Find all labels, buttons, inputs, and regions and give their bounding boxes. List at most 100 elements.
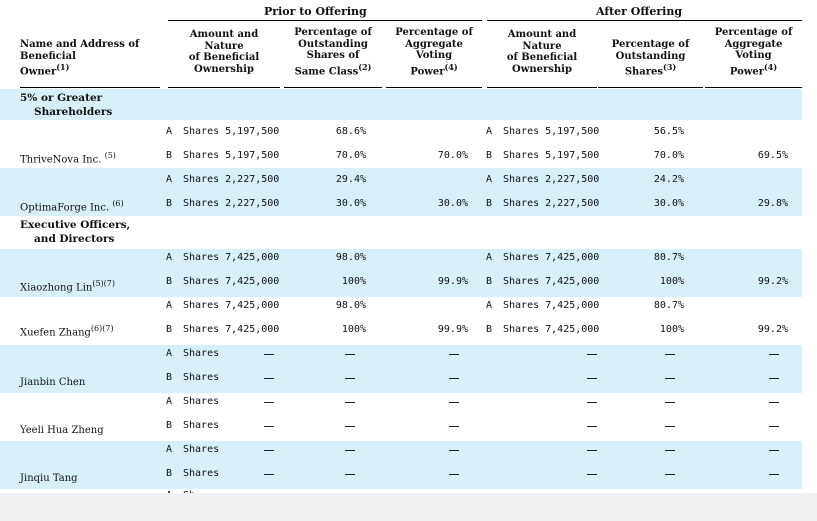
after-shares: Shares 2,227,500	[503, 198, 600, 209]
class-label: B	[166, 468, 173, 479]
dash-mark	[449, 354, 459, 355]
prior-pct: 29.4%	[335, 174, 366, 185]
prior-pct: 30.0%	[335, 198, 366, 209]
table-body: 5% or Greater Shareholders A Shares 5,19…	[0, 89, 802, 493]
prior-shares: Shares	[183, 444, 220, 455]
section-row: Executive Officers, and Directors	[0, 216, 802, 249]
class-label: A	[486, 300, 493, 311]
class-label: A	[166, 396, 173, 407]
class-label: B	[486, 324, 493, 335]
holder-row: A Shares Jianbin Chen B Shares	[0, 345, 802, 393]
dash-mark	[587, 354, 597, 355]
holder-name: ThriveNova Inc. (5)	[20, 151, 116, 166]
after-shares: Shares 7,425,000	[503, 300, 600, 311]
dash-mark	[449, 450, 459, 451]
prior-vote: 30.0%	[437, 198, 468, 209]
dash-mark	[587, 402, 597, 403]
holder-row: A Shares 7,425,000 98.0% A Shares 7,425,…	[0, 297, 802, 345]
class-label: B	[166, 420, 173, 431]
after-pct-voting-header: Percentage of Aggregate Voting Power(4)	[714, 27, 793, 77]
after-vote: 29.8%	[757, 198, 788, 209]
dash-mark	[665, 354, 675, 355]
holder-row: A Shares 5,197,500 68.6% A Shares 5,197,…	[0, 120, 802, 168]
holder-name: Yeeli Hua Zheng	[20, 425, 104, 436]
dash-mark	[769, 402, 779, 403]
dash-mark	[587, 450, 597, 451]
prior-shares: Sh	[183, 490, 195, 493]
dash-mark	[769, 378, 779, 379]
dash-mark	[587, 378, 597, 379]
dash-mark	[587, 474, 597, 475]
prior-pct: 100%	[341, 324, 366, 335]
dash-mark	[345, 474, 355, 475]
after-shares: Shares 2,227,500	[503, 174, 600, 185]
holder-row: A Shares Yeeli Hua Zheng B Shares	[0, 393, 802, 441]
dash-mark	[264, 354, 274, 355]
prior-shares: Shares	[183, 372, 220, 383]
after-pct-outstanding-rule	[598, 87, 703, 88]
class-label: B	[166, 372, 173, 383]
after-offering-rule	[487, 20, 802, 21]
prior-pct-voting-rule	[386, 87, 482, 88]
class-label: A	[166, 174, 173, 185]
after-shares: Shares 7,425,000	[503, 324, 600, 335]
dash-mark	[345, 450, 355, 451]
holder-name: Xuefen Zhang(6)(7)	[20, 324, 114, 339]
prior-pct: 68.6%	[335, 126, 366, 137]
after-vote: 99.2%	[757, 276, 788, 287]
prior-shares: Shares 2,227,500	[183, 198, 280, 209]
class-label: A	[166, 444, 173, 455]
prior-pct: 100%	[341, 276, 366, 287]
dash-mark	[769, 354, 779, 355]
dash-mark	[665, 450, 675, 451]
dash-mark	[264, 378, 274, 379]
holder-name: Jianbin Chen	[20, 377, 86, 388]
dash-mark	[345, 354, 355, 355]
name-header-rule	[20, 87, 160, 88]
class-label: A	[486, 126, 493, 137]
prior-shares: Shares 7,425,000	[183, 252, 280, 263]
after-pct-outstanding-header: Percentage of Outstanding Shares(3)	[611, 39, 690, 78]
after-pct: 80.7%	[653, 300, 684, 311]
after-shares: Shares 5,197,500	[503, 150, 600, 161]
dash-mark	[769, 474, 779, 475]
section-heading: Executive Officers, and Directors	[20, 219, 131, 245]
after-pct: 30.0%	[653, 198, 684, 209]
dash-mark	[345, 426, 355, 427]
name-column-header: Name and Address of Beneficial Owner(1)	[20, 39, 140, 78]
prior-shares: Shares	[183, 396, 220, 407]
prior-shares: Shares 5,197,500	[183, 150, 280, 161]
prior-offering-rule	[168, 20, 482, 21]
dash-mark	[449, 402, 459, 403]
prior-pct: 70.0%	[335, 150, 366, 161]
holder-row: A Shares 2,227,500 29.4% A Shares 2,227,…	[0, 168, 802, 216]
class-label: A	[486, 252, 493, 263]
after-vote: 69.5%	[757, 150, 788, 161]
after-shares: Shares 5,197,500	[503, 126, 600, 137]
after-pct-voting-rule	[705, 87, 802, 88]
after-vote: 99.2%	[757, 324, 788, 335]
dash-mark	[345, 378, 355, 379]
class-label: A	[166, 348, 173, 359]
after-shares: Shares 7,425,000	[503, 276, 600, 287]
prior-vote: 70.0%	[437, 150, 468, 161]
prior-shares: Shares	[183, 468, 220, 479]
holder-row: A Shares Jinqiu Tang B Shares	[0, 441, 802, 489]
section-row: 5% or Greater Shareholders	[0, 89, 802, 120]
class-label: B	[166, 150, 173, 161]
dash-mark	[665, 426, 675, 427]
class-label: B	[166, 324, 173, 335]
prior-amount-rule	[168, 87, 280, 88]
prior-vote: 99.9%	[437, 324, 468, 335]
dash-mark	[264, 474, 274, 475]
prior-pct: 98.0%	[335, 300, 366, 311]
prior-shares: Shares	[183, 348, 220, 359]
prior-shares: Shares	[183, 420, 220, 431]
after-pct: 56.5%	[653, 126, 684, 137]
prior-shares: Shares 2,227,500	[183, 174, 280, 185]
prior-amount-header: Amount and Nature of Beneficial Ownershi…	[188, 29, 260, 75]
dash-mark	[665, 402, 675, 403]
dash-mark	[264, 450, 274, 451]
after-offering-title: After Offering	[596, 5, 683, 18]
viewer-footer-band	[0, 493, 817, 521]
